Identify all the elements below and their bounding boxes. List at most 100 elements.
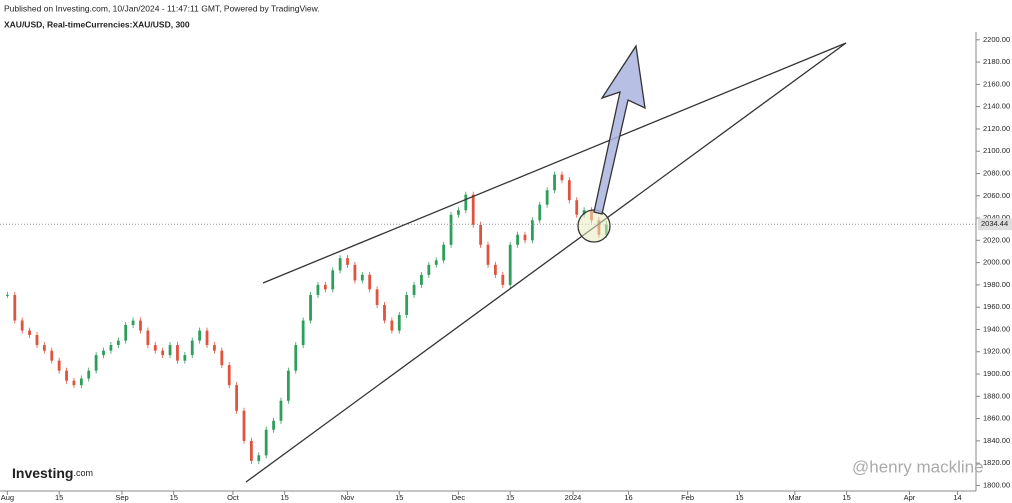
candle-body <box>309 294 312 321</box>
candle-body <box>560 174 564 181</box>
candle-body <box>183 355 187 361</box>
y-tick-label: 2040.00 <box>983 213 1010 222</box>
candle-body <box>50 350 54 361</box>
candle-body <box>397 314 401 331</box>
y-tick-label: 1840.00 <box>983 436 1010 445</box>
candle-body <box>153 345 157 351</box>
candle-body <box>116 340 120 346</box>
candle-body <box>538 204 542 221</box>
x-tick-label: 14 <box>953 493 961 502</box>
candle-body <box>42 345 46 351</box>
candle-body <box>390 320 394 331</box>
candle-body <box>131 320 135 326</box>
candle-body <box>65 370 68 381</box>
candle-body <box>405 294 409 315</box>
y-tick-label: 1960.00 <box>983 302 1010 311</box>
plot: 1800.00 1820.00 1840.00 1860.00 1880.00 1900.… <box>0 35 1012 502</box>
candle-body <box>582 210 586 215</box>
candle-body <box>479 224 483 245</box>
candle-body <box>427 264 431 275</box>
candle-body <box>161 350 165 356</box>
candle-body <box>13 294 17 321</box>
x-tick-label: Feb <box>681 493 694 502</box>
y-tick-label: 1900.00 <box>983 369 1010 378</box>
candle-body <box>198 330 202 341</box>
x-tick-label: Oct <box>227 493 240 502</box>
candle-body <box>249 440 253 461</box>
candle-body <box>420 274 423 285</box>
candle-body <box>368 274 372 290</box>
candle-body <box>323 284 327 290</box>
candle-body <box>383 304 386 321</box>
logo-suffix: .com <box>73 468 93 478</box>
candle-body <box>353 264 357 281</box>
highlight-circle <box>577 209 611 243</box>
y-tick-label: 2140.00 <box>983 102 1010 111</box>
candle-body <box>516 234 519 245</box>
candle-body <box>257 455 261 461</box>
candle-body <box>205 330 209 346</box>
candle-body <box>338 258 342 271</box>
y-tick-label: 1800.00 <box>983 480 1010 489</box>
candle-body <box>442 244 446 261</box>
y-tick-label: 2080.00 <box>983 168 1010 177</box>
x-tick-label: Nov <box>341 493 355 502</box>
candle-body <box>346 258 349 265</box>
candle-body <box>35 335 39 346</box>
candle-body <box>294 345 298 371</box>
candle-body <box>28 330 31 336</box>
x-tick-label: Mar <box>788 493 801 502</box>
candle-body <box>508 244 512 285</box>
y-tick-label: 2060.00 <box>983 191 1010 200</box>
candle-body <box>545 190 549 205</box>
candle-body <box>20 320 24 331</box>
candle-body <box>434 260 438 265</box>
upper-trendline <box>262 42 847 284</box>
y-tick-label: 2020.00 <box>983 235 1010 244</box>
y-tick-label: 2200.00 <box>983 35 1010 44</box>
x-tick-label: 15 <box>842 493 850 502</box>
candle-body <box>567 180 571 201</box>
candle-body <box>501 274 505 285</box>
x-tick-label: 15 <box>280 493 288 502</box>
candle-body <box>146 330 150 346</box>
lower-trendline <box>245 42 847 483</box>
candle-body <box>102 350 105 356</box>
candle-body <box>375 289 379 305</box>
candle-body <box>139 320 142 331</box>
x-tick-label: Sep <box>115 493 128 502</box>
candle-body <box>575 200 579 215</box>
candle-body <box>471 194 475 225</box>
x-tick-label: Apr <box>904 493 916 502</box>
candle-body <box>279 400 283 421</box>
x-tick-label: 16 <box>624 493 632 502</box>
candle-body <box>272 420 275 430</box>
candle-body <box>109 345 113 351</box>
y-tick-label: 2120.00 <box>983 124 1010 133</box>
x-tick-label: 2024 <box>565 493 582 502</box>
candle-body <box>486 244 490 265</box>
arrow <box>593 44 646 215</box>
candle-body <box>79 378 83 386</box>
candle-body <box>190 340 194 356</box>
candle-body <box>227 365 231 386</box>
y-tick-label: 1940.00 <box>983 324 1010 333</box>
y-tick-label: 1820.00 <box>983 458 1010 467</box>
candle-body <box>5 294 9 296</box>
candle-body <box>220 350 224 366</box>
x-tick-label: Dec <box>452 493 466 502</box>
last-price-box <box>978 218 1012 231</box>
y-tick-label: 1860.00 <box>983 414 1010 423</box>
candle-body <box>168 345 172 356</box>
y-tick-label: 2100.00 <box>983 146 1010 155</box>
published-note: Published on Investing.com, 10/Jan/2024 … <box>4 3 320 13</box>
candle-body <box>242 410 246 441</box>
candle-body <box>457 210 460 215</box>
symbol-title: XAU/USD, Real-timeCurrencies:XAU/USD, 30… <box>4 19 190 29</box>
x-tick-label: 15 <box>55 493 63 502</box>
candle-body <box>530 220 534 241</box>
logo-name: Investing <box>12 465 73 481</box>
y-tick-label: 2180.00 <box>983 57 1010 66</box>
candle-body <box>316 284 320 295</box>
logo: Investing.com <box>12 465 93 481</box>
